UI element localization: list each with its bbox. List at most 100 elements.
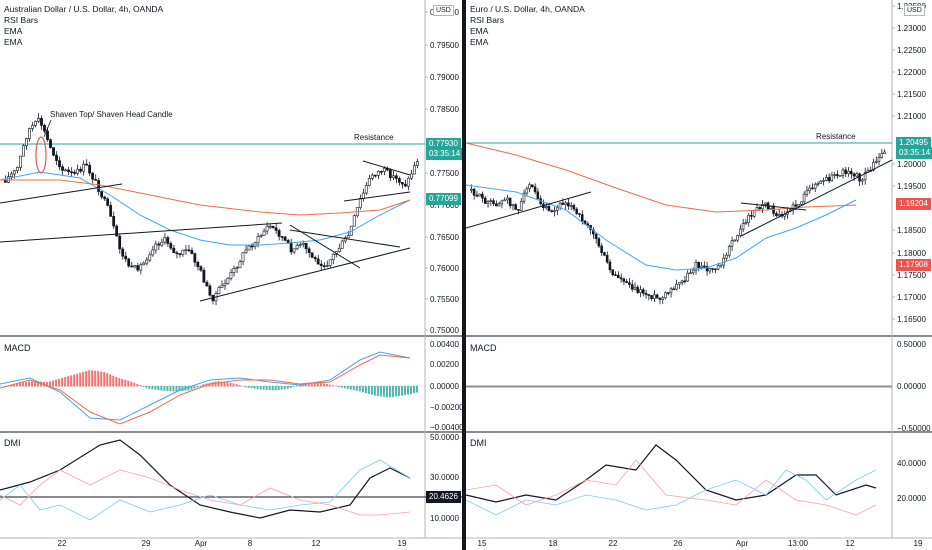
dmi-pane-label-right[interactable]: DMI: [470, 438, 487, 448]
candle-body: [727, 246, 731, 256]
aud-usd-chart-canvas[interactable]: 0.800000.795000.790000.785000.775000.770…: [0, 0, 462, 550]
candle-body: [37, 118, 40, 122]
aud-usd-chart-panel[interactable]: 0.800000.795000.790000.785000.775000.770…: [0, 0, 462, 550]
candle-body: [755, 207, 759, 211]
time-axis-label: 19: [914, 539, 923, 548]
candle-body: [522, 192, 526, 202]
macd-histogram-bar: [76, 373, 79, 387]
rsi-bars-indicator-label-right[interactable]: RSI Bars: [470, 15, 505, 25]
price-axis-label: 1.21500: [897, 90, 926, 99]
di-plus-line: [0, 459, 411, 521]
candle-body: [822, 180, 825, 182]
macd-histogram-bar: [334, 385, 337, 387]
macd-histogram-bar: [202, 384, 205, 387]
candle-body: [639, 289, 642, 293]
price-axis-label: 0.77500: [430, 169, 459, 178]
ema-indicator-label-right[interactable]: EMA: [470, 26, 489, 36]
last-price-tag: 0.77930: [426, 138, 461, 150]
candle-body: [292, 248, 296, 253]
dmi-pane-label[interactable]: DMI: [4, 438, 21, 448]
candle-body: [52, 147, 55, 156]
currency-badge[interactable]: USD: [433, 5, 454, 16]
candle-body: [564, 202, 567, 205]
macd-histogram-bar: [115, 376, 118, 387]
candle-body: [622, 278, 626, 282]
candle-body: [633, 286, 637, 290]
ema-indicator-label[interactable]: EMA: [4, 26, 23, 36]
candle-body: [686, 272, 689, 282]
ema-fast-line: [466, 184, 857, 271]
candle-body: [861, 179, 864, 182]
candle-body: [863, 172, 867, 181]
macd-axis-label: 0.50000: [897, 340, 926, 349]
candle-body: [836, 174, 839, 177]
macd-histogram-bar: [73, 374, 76, 387]
candle-body: [486, 201, 490, 204]
macd-histogram-bar: [328, 384, 331, 387]
candle-body: [716, 265, 720, 270]
macd-histogram-bar: [103, 371, 106, 387]
macd-axis-label: 0.00000: [430, 382, 459, 391]
macd-pane-label-right[interactable]: MACD: [470, 343, 497, 353]
macd-histogram-bar: [124, 379, 127, 387]
candle-body: [199, 266, 203, 271]
candle-body: [691, 269, 695, 274]
ema-fast-price-tag-right: 1.17908: [896, 259, 931, 271]
candle-body: [265, 225, 269, 232]
candle-body: [169, 243, 173, 249]
macd-histogram-bar: [64, 377, 67, 387]
candle-body: [403, 183, 407, 187]
candle-body: [121, 248, 125, 257]
eur-usd-chart-canvas[interactable]: 1.235001.230001.225001.220001.215001.210…: [466, 0, 932, 550]
candle-body: [874, 160, 878, 163]
candle-body: [364, 185, 368, 194]
currency-badge-right[interactable]: USD: [904, 5, 925, 16]
candle-body: [744, 222, 748, 224]
adx-line: [0, 439, 411, 519]
ema-indicator-label-right-2[interactable]: EMA: [470, 37, 489, 47]
price-axis-label: 0.79000: [430, 73, 459, 82]
candle-body: [705, 266, 709, 272]
ema-indicator-label-2[interactable]: EMA: [4, 37, 23, 47]
candle-body: [262, 230, 266, 236]
candle-body: [112, 216, 116, 227]
symbol-title-right[interactable]: Euro / U.S. Dollar, 4h, OANDA: [470, 4, 585, 14]
macd-histogram-bar: [406, 386, 409, 395]
candle-body: [412, 165, 416, 175]
candle-body: [310, 252, 314, 258]
candle-body: [650, 295, 653, 300]
dmi-axis-label: 40.0000: [897, 459, 926, 468]
rsi-bars-indicator-label[interactable]: RSI Bars: [4, 15, 39, 25]
macd-histogram-bar: [148, 386, 151, 389]
symbol-title[interactable]: Australian Dollar / U.S. Dollar, 4h, OAN…: [4, 4, 164, 14]
eur-usd-chart-panel[interactable]: 1.235001.230001.225001.220001.215001.210…: [466, 0, 932, 550]
ema-price-tag: 0.77099: [426, 193, 461, 205]
candle-body: [373, 174, 377, 177]
macd-histogram-bar: [199, 385, 202, 387]
candle-body: [730, 240, 734, 247]
time-axis-label: 22: [58, 539, 67, 548]
macd-pane-label[interactable]: MACD: [4, 343, 31, 353]
candle-body: [340, 240, 344, 249]
price-axis-label: 0.76500: [430, 233, 459, 242]
panel-divider[interactable]: [462, 0, 466, 550]
candle-body: [661, 297, 664, 300]
candle-body: [406, 177, 410, 187]
candle-body: [19, 155, 22, 168]
candle-body: [697, 262, 700, 268]
macd-histogram-bar: [415, 386, 418, 393]
candle-body: [750, 214, 753, 217]
macd-histogram-bar: [391, 386, 394, 397]
candle-body: [82, 163, 85, 172]
macd-histogram-bar: [10, 384, 13, 387]
candle-body: [331, 253, 335, 260]
macd-histogram-bar: [52, 380, 55, 387]
macd-histogram-bar: [388, 386, 391, 398]
candle-body: [289, 242, 293, 253]
macd-histogram-bar: [367, 386, 370, 394]
candle-body: [175, 252, 179, 255]
candle-body: [184, 249, 188, 252]
candle-body: [73, 171, 76, 174]
candle-body: [877, 157, 881, 162]
candle-body: [343, 237, 347, 242]
